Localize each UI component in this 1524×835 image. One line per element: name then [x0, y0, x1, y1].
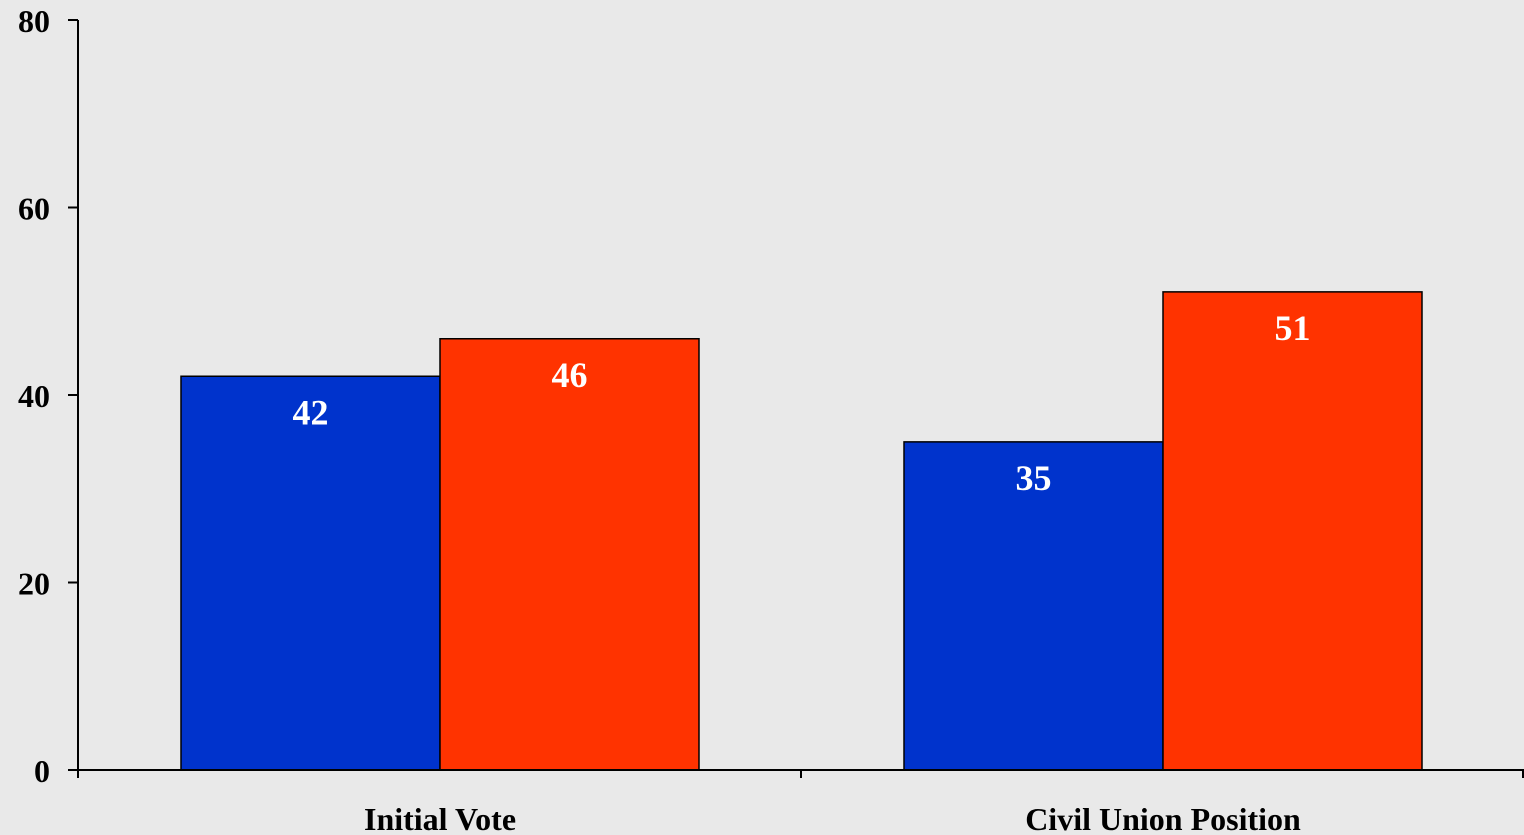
- bar-series1-civil-union-position: [903, 441, 1164, 771]
- data-label: 42: [293, 392, 329, 432]
- x-category-label: Initial Vote: [364, 801, 516, 835]
- x-category-label: Civil Union Position: [1025, 801, 1301, 835]
- bar-series2-initial-vote: [439, 338, 700, 771]
- x-ticks-group: Initial Vote Civil Union Position: [77, 770, 1524, 835]
- y-tick-label: 60: [18, 191, 50, 227]
- data-labels-group: 42 35 46 51: [293, 308, 1311, 498]
- bar-series1-initial-vote: [180, 375, 441, 771]
- y-ticks-group: 0 20 40 60 80: [18, 3, 78, 789]
- bars-group: [180, 291, 1423, 771]
- y-tick-label: 80: [18, 3, 50, 39]
- y-tick-label: 20: [18, 566, 50, 602]
- data-label: 35: [1016, 458, 1052, 498]
- data-label: 46: [552, 355, 588, 395]
- data-label: 51: [1275, 308, 1311, 348]
- bar-series2-civil-union-position: [1162, 291, 1423, 771]
- y-tick-label: 40: [18, 378, 50, 414]
- y-tick-label: 0: [34, 753, 50, 789]
